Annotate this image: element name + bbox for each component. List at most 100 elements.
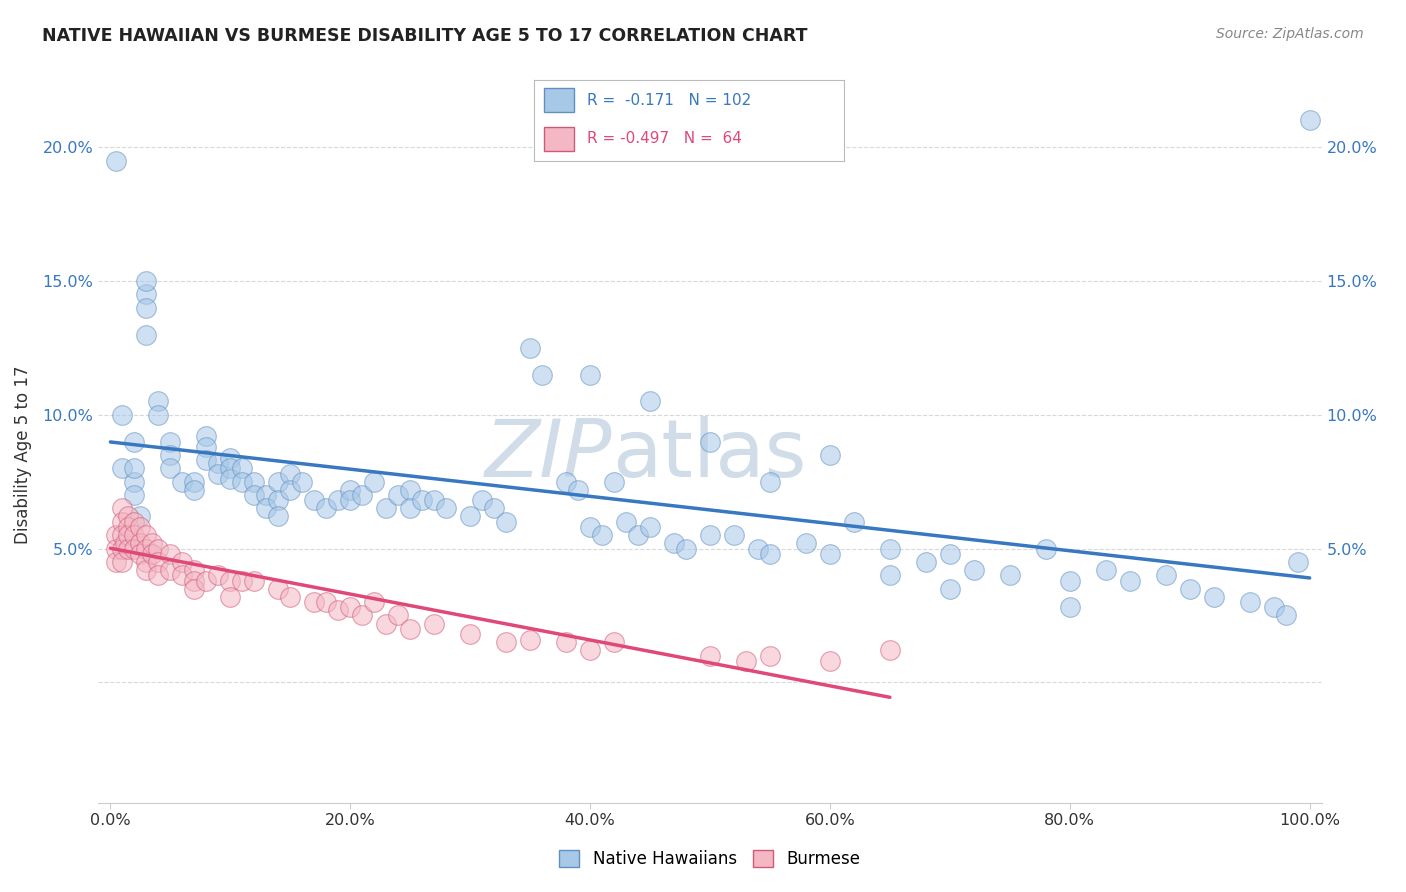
Point xyxy=(159,461,181,475)
Point xyxy=(114,536,136,550)
Point xyxy=(495,635,517,649)
Point xyxy=(183,475,205,489)
Point xyxy=(117,520,139,534)
Point xyxy=(129,547,152,561)
Point xyxy=(159,448,181,462)
Point xyxy=(1119,574,1142,588)
Point xyxy=(1178,582,1201,596)
Point xyxy=(735,654,758,668)
Point xyxy=(963,563,986,577)
FancyBboxPatch shape xyxy=(544,127,575,151)
Point xyxy=(129,509,152,524)
Point xyxy=(567,483,589,497)
Point xyxy=(172,475,194,489)
Point xyxy=(1154,568,1177,582)
Text: ZIP: ZIP xyxy=(485,416,612,494)
Point xyxy=(141,547,163,561)
Point xyxy=(148,568,170,582)
Point xyxy=(662,536,685,550)
Point xyxy=(124,541,146,556)
Point xyxy=(352,608,374,623)
Point xyxy=(759,475,782,489)
Point xyxy=(879,643,901,657)
Text: R =  -0.171   N = 102: R = -0.171 N = 102 xyxy=(586,93,751,108)
Point xyxy=(148,394,170,409)
Point xyxy=(124,434,146,449)
Point xyxy=(818,547,841,561)
Point xyxy=(117,541,139,556)
Point xyxy=(267,582,290,596)
Point xyxy=(315,501,337,516)
Point xyxy=(105,528,128,542)
Point xyxy=(579,643,602,657)
Point xyxy=(399,501,422,516)
Point xyxy=(339,493,361,508)
Point xyxy=(375,616,398,631)
Point xyxy=(915,555,938,569)
Point xyxy=(458,509,481,524)
Point xyxy=(111,541,134,556)
Point xyxy=(579,368,602,382)
Point xyxy=(579,520,602,534)
Point xyxy=(339,600,361,615)
Point xyxy=(183,582,205,596)
Point xyxy=(818,654,841,668)
Point xyxy=(105,555,128,569)
Point xyxy=(339,483,361,497)
Point xyxy=(759,547,782,561)
Point xyxy=(231,475,253,489)
Point xyxy=(278,590,301,604)
Point xyxy=(555,475,578,489)
Point xyxy=(129,520,152,534)
Point xyxy=(458,627,481,641)
Point xyxy=(399,483,422,497)
Point xyxy=(183,563,205,577)
Point xyxy=(135,287,157,301)
Point xyxy=(219,574,242,588)
Point xyxy=(135,528,157,542)
Point xyxy=(794,536,817,550)
Point xyxy=(699,528,721,542)
Point xyxy=(195,574,218,588)
Point xyxy=(148,555,170,569)
Point xyxy=(291,475,314,489)
Point xyxy=(105,541,128,556)
Text: NATIVE HAWAIIAN VS BURMESE DISABILITY AGE 5 TO 17 CORRELATION CHART: NATIVE HAWAIIAN VS BURMESE DISABILITY AG… xyxy=(42,27,807,45)
Point xyxy=(172,568,194,582)
Point xyxy=(747,541,769,556)
Point xyxy=(304,493,326,508)
Point xyxy=(423,616,446,631)
Point xyxy=(129,536,152,550)
Point xyxy=(603,635,626,649)
Point xyxy=(603,475,626,489)
Point xyxy=(159,563,181,577)
Point xyxy=(124,461,146,475)
Point xyxy=(117,528,139,542)
Point xyxy=(519,341,541,355)
Point xyxy=(243,488,266,502)
Point xyxy=(267,475,290,489)
Y-axis label: Disability Age 5 to 17: Disability Age 5 to 17 xyxy=(14,366,31,544)
Point xyxy=(1094,563,1116,577)
Point xyxy=(105,153,128,168)
Point xyxy=(591,528,613,542)
Point xyxy=(124,515,146,529)
Point xyxy=(879,568,901,582)
Point xyxy=(135,327,157,342)
Point xyxy=(1239,595,1261,609)
Point xyxy=(159,547,181,561)
Point xyxy=(411,493,433,508)
Point xyxy=(111,408,134,422)
Point xyxy=(627,528,650,542)
Point xyxy=(363,595,385,609)
Point xyxy=(111,501,134,516)
Point xyxy=(434,501,457,516)
Point xyxy=(614,515,637,529)
Point xyxy=(638,520,661,534)
Point xyxy=(723,528,745,542)
Point xyxy=(531,368,554,382)
Point xyxy=(818,448,841,462)
Point xyxy=(243,574,266,588)
Point xyxy=(111,555,134,569)
Point xyxy=(1035,541,1057,556)
